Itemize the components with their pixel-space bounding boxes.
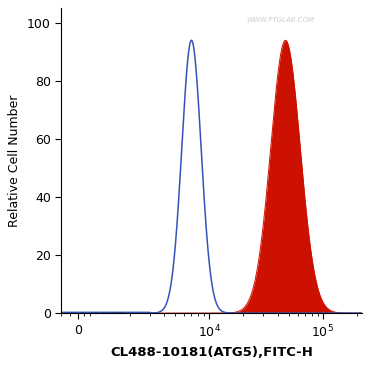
- Y-axis label: Relative Cell Number: Relative Cell Number: [9, 95, 21, 227]
- X-axis label: CL488-10181(ATG5),FITC-H: CL488-10181(ATG5),FITC-H: [110, 346, 313, 359]
- Text: WWW.PTGLAB.COM: WWW.PTGLAB.COM: [246, 18, 314, 23]
